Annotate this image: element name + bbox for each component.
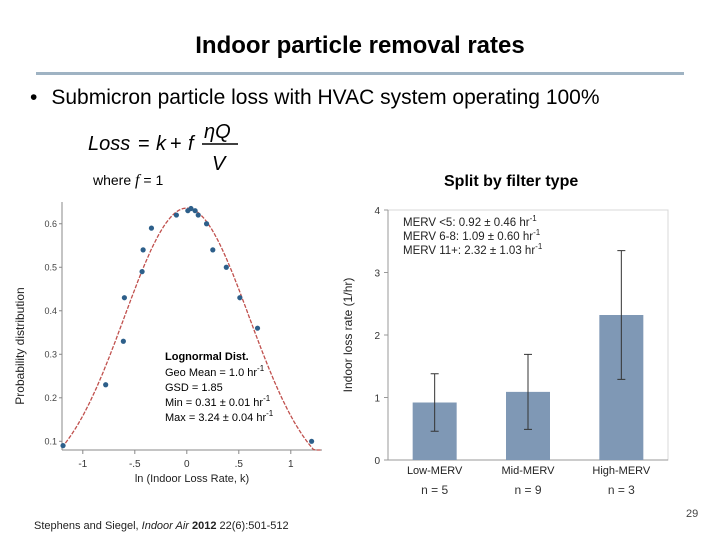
annotation-line: Geo Mean = 1.0 hr-1 [165, 364, 265, 379]
data-point [210, 247, 216, 253]
data-point [173, 212, 179, 218]
annotation-line-base: Geo Mean = 1.0 hr [165, 367, 257, 379]
x-tick-label: .5 [235, 459, 244, 470]
annotation-title: Lognormal Dist. [165, 351, 249, 363]
annotation-line-base: Max = 3.24 ± 0.04 hr [165, 412, 266, 424]
annotation-line: GSD = 1.85 [165, 382, 223, 394]
data-point [203, 221, 210, 227]
data-point [195, 212, 201, 218]
y-tick-label: 0.2 [44, 393, 57, 403]
data-point [103, 382, 109, 388]
y-tick-label: 3 [374, 269, 380, 280]
category-label: High-MERV [592, 465, 651, 477]
data-point [309, 438, 315, 444]
data-point [60, 443, 66, 449]
category-label: Low-MERV [407, 465, 463, 477]
annotation-line-base: Min = 0.31 ± 0.01 hr [165, 397, 263, 409]
y-tick-label: 0.5 [44, 262, 57, 272]
data-point [192, 208, 198, 214]
y-tick-label: 0.4 [44, 306, 57, 316]
formula-f: f [188, 133, 196, 155]
y-tick-label: 0.6 [44, 219, 57, 229]
bullet-marker: • [30, 86, 38, 109]
split-title: Split by filter type [444, 173, 579, 190]
formula-k: k [156, 133, 167, 155]
x-axis-label: ln (Indoor Loss Rate, k) [135, 473, 249, 485]
count-label: n = 5 [421, 483, 448, 497]
stats-line-base: MERV 6-8: 1.09 ± 0.60 hr [403, 231, 533, 243]
x-tick-label: -.5 [129, 459, 141, 470]
category-label: Mid-MERV [502, 465, 556, 477]
data-point [254, 325, 261, 331]
data-point [121, 295, 127, 301]
where-prefix: where [93, 172, 136, 188]
data-point [237, 295, 243, 301]
y-tick-label: 1 [374, 394, 380, 405]
stats-line: MERV 6-8: 1.09 ± 0.60 hr-1 [403, 228, 541, 243]
stats-line-superscript: -1 [530, 214, 538, 223]
count-label: n = 3 [608, 483, 635, 497]
y-axis-label: Probability distribution [13, 287, 27, 404]
x-tick-label: -1 [78, 459, 87, 470]
count-label: n = 9 [514, 483, 541, 497]
data-point [140, 247, 146, 253]
formula-equals: = [138, 133, 150, 155]
where-variable: f [135, 172, 140, 189]
data-point [139, 269, 145, 275]
data-point [148, 225, 155, 231]
y-tick-label: 0 [374, 456, 380, 467]
formula-plus: + [170, 133, 182, 155]
y-tick-label: 2 [374, 331, 380, 342]
x-tick-label: 1 [288, 459, 294, 470]
annotation-line-superscript: -1 [266, 409, 274, 418]
data-point [120, 338, 126, 344]
formula-lhs: Loss [88, 133, 130, 155]
x-tick-label: 0 [184, 459, 190, 470]
title-divider [36, 72, 684, 75]
filter-bar-chart: 0 1 2 3 4 Indoor loss rate (1/hr) Low-MERV n = … [341, 206, 669, 497]
citation-authors: Stephens and Siegel, [34, 520, 142, 532]
bullet-text: Submicron particle loss with HVAC system… [51, 86, 600, 109]
lognormal-fit-curve [61, 207, 322, 451]
citation-year: 2012 [188, 520, 217, 532]
stats-line: MERV 11+: 2.32 ± 1.03 hr-1 [403, 242, 543, 257]
citation-issue: 22(6):501-512 [216, 520, 289, 532]
bullet-point: • Submicron particle loss with HVAC syste… [30, 86, 600, 110]
annotation-line: Min = 0.31 ± 0.01 hr-1 [165, 394, 271, 409]
annotation-line-base: GSD = 1.85 [165, 382, 223, 394]
y-tick-label: 0.3 [44, 349, 57, 359]
citation-journal: Indoor Air [141, 520, 189, 532]
stats-line-superscript: -1 [535, 242, 543, 251]
annotation-line-superscript: -1 [257, 364, 265, 373]
where-note: where f = 1 [93, 172, 163, 190]
lognormal-chart: 0.10.20.30.40.50.6-1 -.5 0.5 1ln (Indoor Lo… [13, 202, 322, 485]
formula-numerator: ηQ [204, 121, 231, 143]
stats-line-base: MERV <5: 0.92 ± 0.46 hr [403, 217, 530, 229]
page-number: 29 [686, 508, 699, 520]
annotation-line: Max = 3.24 ± 0.04 hr-1 [165, 409, 274, 424]
data-point [223, 264, 229, 270]
annotation-line-superscript: -1 [263, 394, 271, 403]
stats-line: MERV <5: 0.92 ± 0.46 hr-1 [403, 214, 537, 229]
slide-title: Indoor particle removal rates [195, 32, 525, 59]
y-axis-label: Indoor loss rate (1/hr) [341, 278, 355, 393]
citation: Stephens and Siegel, Indoor Air 2012 22(… [34, 520, 289, 532]
stats-line-base: MERV 11+: 2.32 ± 1.03 hr [403, 245, 535, 257]
y-tick-label: 4 [374, 206, 380, 217]
stats-line-superscript: -1 [533, 228, 541, 237]
loss-formula: Loss = k + f ηQ V [88, 121, 238, 175]
where-value: = 1 [139, 172, 164, 188]
data-point [188, 205, 194, 212]
formula-denominator: V [212, 153, 227, 175]
y-tick-label: 0.1 [44, 436, 57, 446]
